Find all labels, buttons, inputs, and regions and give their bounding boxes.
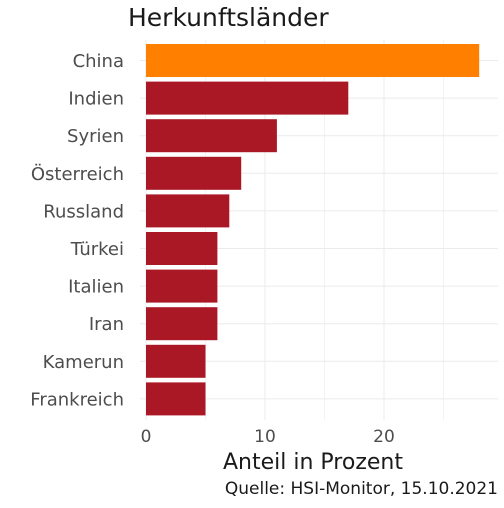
x-tick-label: 0 [141, 427, 152, 447]
category-label: Syrien [67, 126, 124, 147]
bar-frankreich [146, 382, 206, 416]
bar-italien [146, 269, 218, 303]
bar-china [146, 44, 480, 77]
x-tick-labels: 0 10 20 [141, 427, 395, 447]
category-label: Kamerun [43, 352, 124, 373]
bar-layer [146, 44, 480, 416]
chart-caption: Quelle: HSI-Monitor, 15.10.2021 [225, 479, 498, 499]
category-label: Indien [68, 89, 124, 110]
bar-türkei [146, 232, 218, 265]
category-label: Frankreich [30, 389, 124, 410]
bar-kamerun [146, 344, 206, 378]
x-tick-label: 20 [373, 427, 395, 447]
category-labels: China Indien Syrien Österreich Russland Türke… [30, 51, 124, 410]
category-label: Österreich [31, 163, 124, 185]
bar-österreich [146, 156, 242, 190]
category-label: Russland [43, 201, 124, 222]
category-label: Italien [68, 277, 124, 298]
x-tick-label: 10 [254, 427, 276, 447]
category-label: Iran [89, 314, 124, 335]
x-axis-title: Anteil in Prozent [223, 450, 403, 475]
category-label: China [73, 51, 124, 72]
bar-iran [146, 307, 218, 341]
bar-indien [146, 81, 349, 115]
chart-title: Herkunftsländer [128, 3, 329, 32]
bar-russland [146, 194, 230, 228]
category-label: Türkei [70, 239, 124, 260]
bar-syrien [146, 119, 277, 153]
